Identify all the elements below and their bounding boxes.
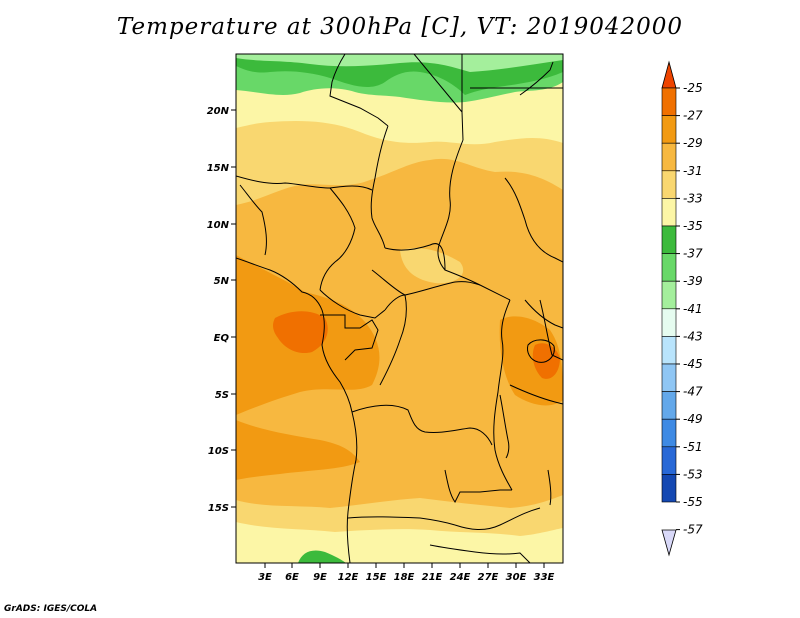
border-drc-angola <box>351 404 493 446</box>
colorbar-label: -27 <box>683 109 703 123</box>
colorbar-label: -47 <box>683 385 703 399</box>
red-sea-coast <box>519 61 554 96</box>
lake-malawi <box>547 469 552 506</box>
lat-label: 5S <box>215 390 229 401</box>
lat-label: 10N <box>207 220 230 231</box>
colorbar-label: -33 <box>683 191 703 205</box>
border-uganda-kenya <box>539 299 563 361</box>
field-band-29-c <box>499 316 563 406</box>
border-angola-namibia <box>347 516 456 526</box>
lon-axis: 3E 6E 9E 12E 15E 18E 21E 24E 27E 30E 33E <box>258 563 555 583</box>
colorbar-label: -37 <box>683 247 703 261</box>
border-southern <box>429 544 531 563</box>
coastline-west <box>236 257 358 563</box>
field-band-37-south <box>298 550 346 563</box>
lon-label: 12E <box>338 572 359 583</box>
colorbar-cell <box>661 474 677 503</box>
colorbar: -25 -27 -29 -31 -33 -35 -37 -39 -41 -43 -45 -47 -49 -… <box>661 60 703 557</box>
border-misc-west <box>239 184 267 256</box>
lat-axis: 20N 15N 10N 5N EQ 5S 10S 15S <box>207 106 236 514</box>
border-car <box>384 243 511 301</box>
colorbar-cell <box>661 418 677 448</box>
lat-label: 15N <box>207 163 230 174</box>
colorbar-cell <box>661 170 677 199</box>
lat-label: 5N <box>214 276 230 287</box>
colorbar-cell <box>661 336 677 365</box>
colorbar-cell <box>661 142 677 172</box>
colorbar-label: -41 <box>683 302 703 316</box>
lake-tanganyika <box>499 394 510 459</box>
lon-label: 27E <box>478 572 499 583</box>
border-libya-niger <box>329 54 389 127</box>
colorbar-label: -29 <box>683 136 703 150</box>
border-cameroon-south <box>319 289 386 319</box>
border-chad <box>370 125 389 249</box>
colorbar-labels: -25 -27 -29 -31 -33 -35 -37 -39 -41 -43 -45 -47 -49 -… <box>676 81 703 537</box>
colorbar-cell <box>661 253 677 282</box>
colorbar-label: -35 <box>683 219 703 233</box>
colorbar-arrow-top <box>661 60 677 89</box>
lat-label: 10S <box>208 446 229 457</box>
colorbar-cell <box>661 198 677 227</box>
colorbar-label: -39 <box>683 274 703 288</box>
border-car-south <box>371 269 481 296</box>
credit-text: GrADS: IGES/COLA <box>4 604 98 614</box>
lon-label: 18E <box>394 572 415 583</box>
colorbar-label: -43 <box>683 329 703 343</box>
colorbar-label: -57 <box>683 523 703 537</box>
border-nigeria-cameroon <box>319 187 356 291</box>
colorbar-cell <box>661 363 677 392</box>
field-band-29-b <box>236 420 360 480</box>
lon-label: 9E <box>313 572 327 583</box>
colorbar-label: -55 <box>683 495 703 509</box>
map-frame <box>235 53 564 564</box>
colorbar-cell <box>661 280 677 310</box>
colorbar-cell <box>661 87 677 116</box>
colorbar-label: -51 <box>683 440 703 454</box>
colorbar-cell <box>661 391 677 420</box>
field-band-31-east <box>400 248 464 284</box>
country-borders <box>236 54 563 563</box>
border-chad-sudan <box>437 139 464 271</box>
temperature-field <box>236 54 563 563</box>
lat-label: 15S <box>208 503 229 514</box>
border-zambia-south <box>454 507 541 530</box>
field-band-41-north <box>236 54 563 72</box>
colorbar-label: -25 <box>683 81 703 95</box>
border-libya-sudan <box>413 54 463 113</box>
colorbar-cell <box>661 225 677 254</box>
lon-label: 24E <box>450 572 471 583</box>
colorbar-cells <box>661 87 677 503</box>
border-tanzania <box>509 384 563 405</box>
lat-label: EQ <box>214 333 230 344</box>
colorbar-cell <box>661 115 677 144</box>
lat-label: 20N <box>207 106 230 117</box>
lon-label: 30E <box>506 572 527 583</box>
border-east-africa <box>524 299 563 329</box>
lon-label: 3E <box>258 572 272 583</box>
border-niger-nigeria <box>236 175 373 191</box>
colorbar-cell <box>661 308 677 337</box>
border-drc-east <box>493 299 513 491</box>
colorbar-label: -45 <box>683 357 703 371</box>
lon-label: 15E <box>366 572 387 583</box>
border-angola-zambia <box>444 469 512 503</box>
colorbar-cell <box>661 446 677 475</box>
lon-label: 33E <box>534 572 555 583</box>
lake-victoria <box>527 339 555 363</box>
lon-label: 6E <box>285 572 299 583</box>
colorbar-arrow-bottom <box>661 529 677 557</box>
colorbar-label: -31 <box>683 164 703 178</box>
field-band-27 <box>273 311 328 354</box>
border-sudan-ethiopia <box>504 177 563 263</box>
border-gabon <box>320 314 379 361</box>
colorbar-label: -49 <box>683 412 703 426</box>
border-congo <box>379 294 407 386</box>
map-title: Temperature at 300hPa [C], VT: 201904200… <box>116 14 684 40</box>
colorbar-label: -53 <box>683 467 703 481</box>
lon-label: 21E <box>422 572 443 583</box>
